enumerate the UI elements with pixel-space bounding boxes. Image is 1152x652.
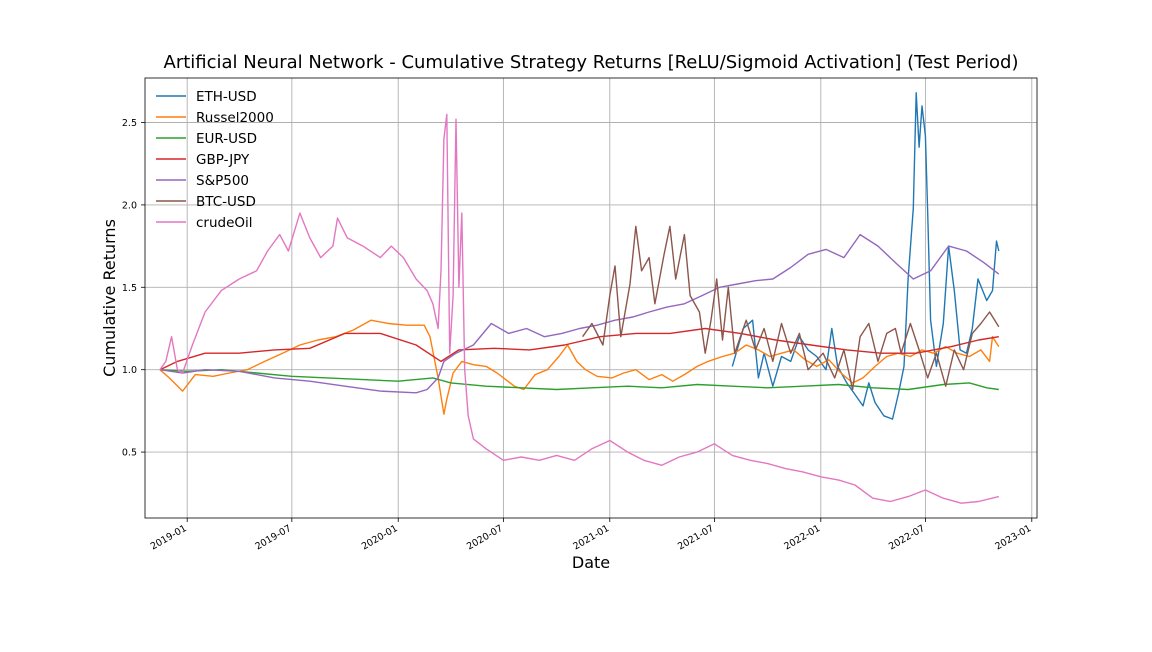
- x-axis-label: Date: [572, 553, 610, 572]
- y-tick-label: 2.0: [122, 200, 137, 211]
- chart-title: Artificial Neural Network - Cumulative S…: [164, 52, 1019, 73]
- y-tick-label: 1.0: [122, 365, 137, 376]
- legend-label: Russel2000: [196, 110, 274, 126]
- series-line-crudeoil: [159, 113, 999, 504]
- x-tick-label: 2021-01: [571, 523, 611, 552]
- y-tick-label: 0.5: [122, 448, 137, 459]
- series-line-eur-usd: [159, 369, 999, 391]
- y-tick-label: 1.5: [122, 283, 137, 294]
- x-tick-label: 2021-07: [676, 523, 716, 552]
- x-tick-label: 2019-01: [149, 523, 189, 552]
- x-tick-label: 2023-01: [993, 523, 1033, 552]
- series-lines: [159, 92, 1000, 504]
- x-tick-label: 2019-07: [253, 523, 293, 552]
- series-line-gbp-jpy: [159, 327, 999, 371]
- y-axis-label: Cumulative Returns: [100, 219, 119, 377]
- x-tick-label: 2020-07: [465, 523, 505, 552]
- series-line-btc-usd: [582, 225, 1000, 391]
- legend-label: ETH-USD: [196, 89, 257, 105]
- y-tick-label: 2.5: [122, 118, 137, 129]
- x-tick-label: 2022-07: [887, 523, 927, 552]
- legend-label: crudeOil: [196, 215, 253, 231]
- legend-label: S&P500: [196, 173, 249, 189]
- plot-frame: [144, 77, 1038, 519]
- series-line-russel2000: [159, 319, 1000, 415]
- legend-label: EUR-USD: [196, 131, 257, 147]
- legend: ETH-USD Russel2000 EUR-USD GBP-JPY S&P500 BTC…: [156, 89, 274, 231]
- legend-label: GBP-JPY: [196, 152, 250, 168]
- legend-label: BTC-USD: [196, 194, 256, 210]
- x-tick-label: 2020-01: [360, 523, 400, 552]
- x-tick-label: 2022-01: [782, 523, 822, 552]
- series-line-eth-usd: [731, 92, 1000, 420]
- grid-lines: [145, 78, 1037, 518]
